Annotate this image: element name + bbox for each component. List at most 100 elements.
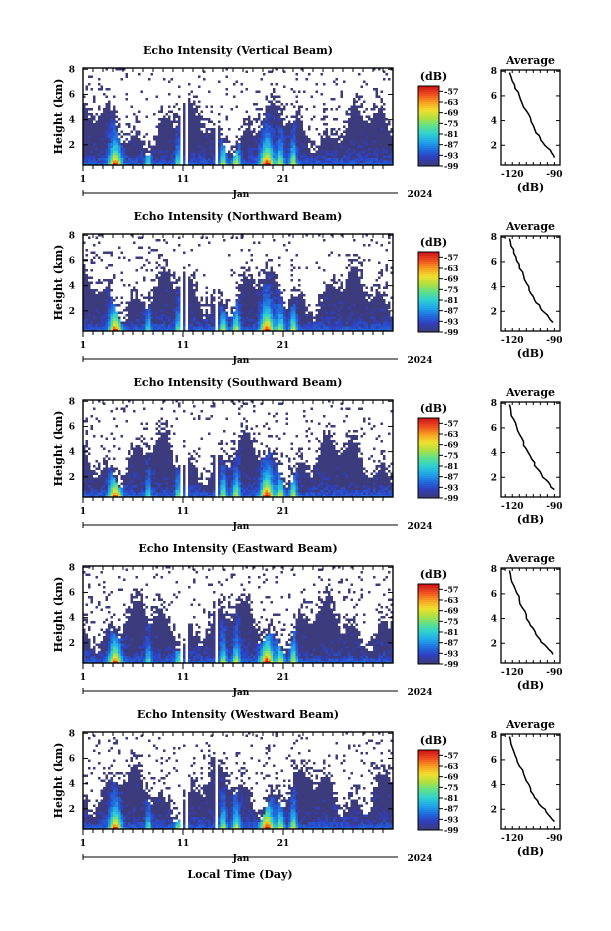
colorbar-tick-label: -99 — [444, 825, 459, 835]
colorbar-segment — [418, 590, 439, 593]
colorbar-tick-label: -69 — [444, 274, 459, 284]
avg-y-tick-label: 6 — [491, 590, 497, 600]
colorbar-segment — [418, 610, 439, 613]
avg-x-tick-label: -120 — [501, 668, 524, 678]
y-axis-label: Height (km) — [52, 743, 65, 819]
colorbar-segment — [418, 292, 439, 295]
colorbar-segment — [418, 802, 439, 805]
colorbar-segment — [418, 478, 439, 481]
colorbar-segment — [418, 764, 439, 767]
colorbar-segment — [418, 462, 439, 465]
colorbar-segment — [418, 598, 439, 601]
average-profile-line — [508, 570, 554, 655]
colorbar-segment — [418, 796, 439, 799]
month-label: Jan — [232, 854, 250, 864]
colorbar-tick-label: -93 — [444, 150, 459, 160]
colorbar-segment — [418, 442, 439, 445]
x-tick-label: 1 — [80, 175, 86, 185]
colorbar-segment — [418, 156, 439, 159]
y-tick-label: 2 — [69, 639, 75, 649]
colorbar-tick-label: -69 — [444, 108, 459, 118]
colorbar-tick-label: -93 — [444, 648, 459, 658]
average-profile-panel: Average 2 4 6 8 -120 -90(dB) — [491, 54, 563, 194]
average-frame — [500, 401, 561, 498]
colorbar-tick-label: -81 — [444, 295, 458, 305]
y-axis-label: Height (km) — [52, 245, 65, 321]
colorbar-segment — [418, 658, 439, 661]
colorbar-segment — [418, 116, 439, 119]
colorbar-segment — [418, 622, 439, 625]
colorbar-segment — [418, 628, 439, 631]
colorbar-tick-label: -57 — [444, 86, 458, 96]
colorbar-segment — [418, 118, 439, 121]
colorbar-segment — [418, 140, 439, 143]
y-tick-label: 4 — [69, 614, 75, 624]
colorbar-segment — [418, 266, 439, 269]
colorbar-tick-label: -63 — [444, 97, 459, 107]
colorbar-segment — [418, 776, 439, 779]
colorbar-segment — [418, 456, 439, 459]
colorbar-segment — [418, 804, 439, 807]
panel-1: Echo Intensity (Northward Beam) 2 4 6 8 Heigh… — [52, 210, 563, 366]
colorbar-segment — [418, 760, 439, 763]
average-profile-panel: Average 2 4 6 8 -120 -90(dB) — [491, 552, 563, 692]
colorbar-segment — [418, 108, 439, 111]
colorbar-segment — [418, 602, 439, 605]
colorbar-segment — [418, 584, 439, 587]
colorbar-segment — [418, 436, 439, 439]
x-tick-label: 1 — [80, 839, 86, 849]
year-label: 2024 — [407, 190, 432, 200]
colorbar-segment — [418, 422, 439, 425]
colorbar-segment — [418, 612, 439, 615]
x-tick-label: 11 — [177, 341, 190, 351]
colorbar-segment — [418, 772, 439, 775]
colorbar-segment — [418, 452, 439, 455]
colorbar-segment — [418, 752, 439, 755]
colorbar-tick-label: -99 — [444, 493, 459, 503]
y-tick-label: 8 — [69, 65, 75, 75]
colorbar-segment — [418, 768, 439, 771]
colorbar-segment — [418, 268, 439, 271]
colorbar-segment — [418, 484, 439, 487]
colorbar-tick-label: -81 — [444, 627, 458, 637]
colorbar-segment — [418, 426, 439, 429]
colorbar-segment — [418, 614, 439, 617]
colorbar-unit: (dB) — [420, 734, 447, 747]
colorbar-segment — [418, 494, 439, 497]
colorbar-segment — [418, 424, 439, 427]
colorbar-segment — [418, 98, 439, 101]
x-tick-label: 21 — [277, 175, 290, 185]
colorbar-frame — [417, 417, 440, 499]
colorbar-segment — [418, 650, 439, 653]
colorbar-tick-label: -87 — [444, 638, 458, 648]
colorbar-tick-label: -75 — [444, 616, 458, 626]
colorbar-segment — [418, 94, 439, 97]
average-frame — [500, 733, 561, 830]
colorbar-segment — [418, 818, 439, 821]
y-tick-label: 4 — [69, 780, 75, 790]
colorbar-segment — [418, 144, 439, 147]
colorbar-segment — [418, 454, 439, 457]
colorbar-segment — [418, 288, 439, 291]
colorbar-segment — [418, 124, 439, 127]
y-tick-label: 2 — [69, 307, 75, 317]
panel-4: Echo Intensity (Westward Beam) 2 4 6 8 Height… — [52, 708, 563, 864]
colorbar-segment — [418, 136, 439, 139]
year-label: 2024 — [407, 688, 432, 698]
colorbar-segment — [418, 300, 439, 303]
colorbar-segment — [418, 160, 439, 163]
y-tick-label: 6 — [69, 588, 75, 598]
colorbar-segment — [418, 468, 439, 471]
colorbar-segment — [418, 490, 439, 493]
month-label: Jan — [232, 522, 250, 532]
colorbar-segment — [418, 474, 439, 477]
colorbar-segment — [418, 310, 439, 313]
colorbar-segment — [418, 464, 439, 467]
average-profile-line — [508, 72, 556, 158]
month-label: Jan — [232, 190, 250, 200]
colorbar-segment — [418, 434, 439, 437]
colorbar-segment — [418, 274, 439, 277]
colorbar-tick-label: -81 — [444, 129, 458, 139]
colorbar-segment — [418, 646, 439, 649]
avg-y-tick-label: 2 — [491, 473, 497, 483]
